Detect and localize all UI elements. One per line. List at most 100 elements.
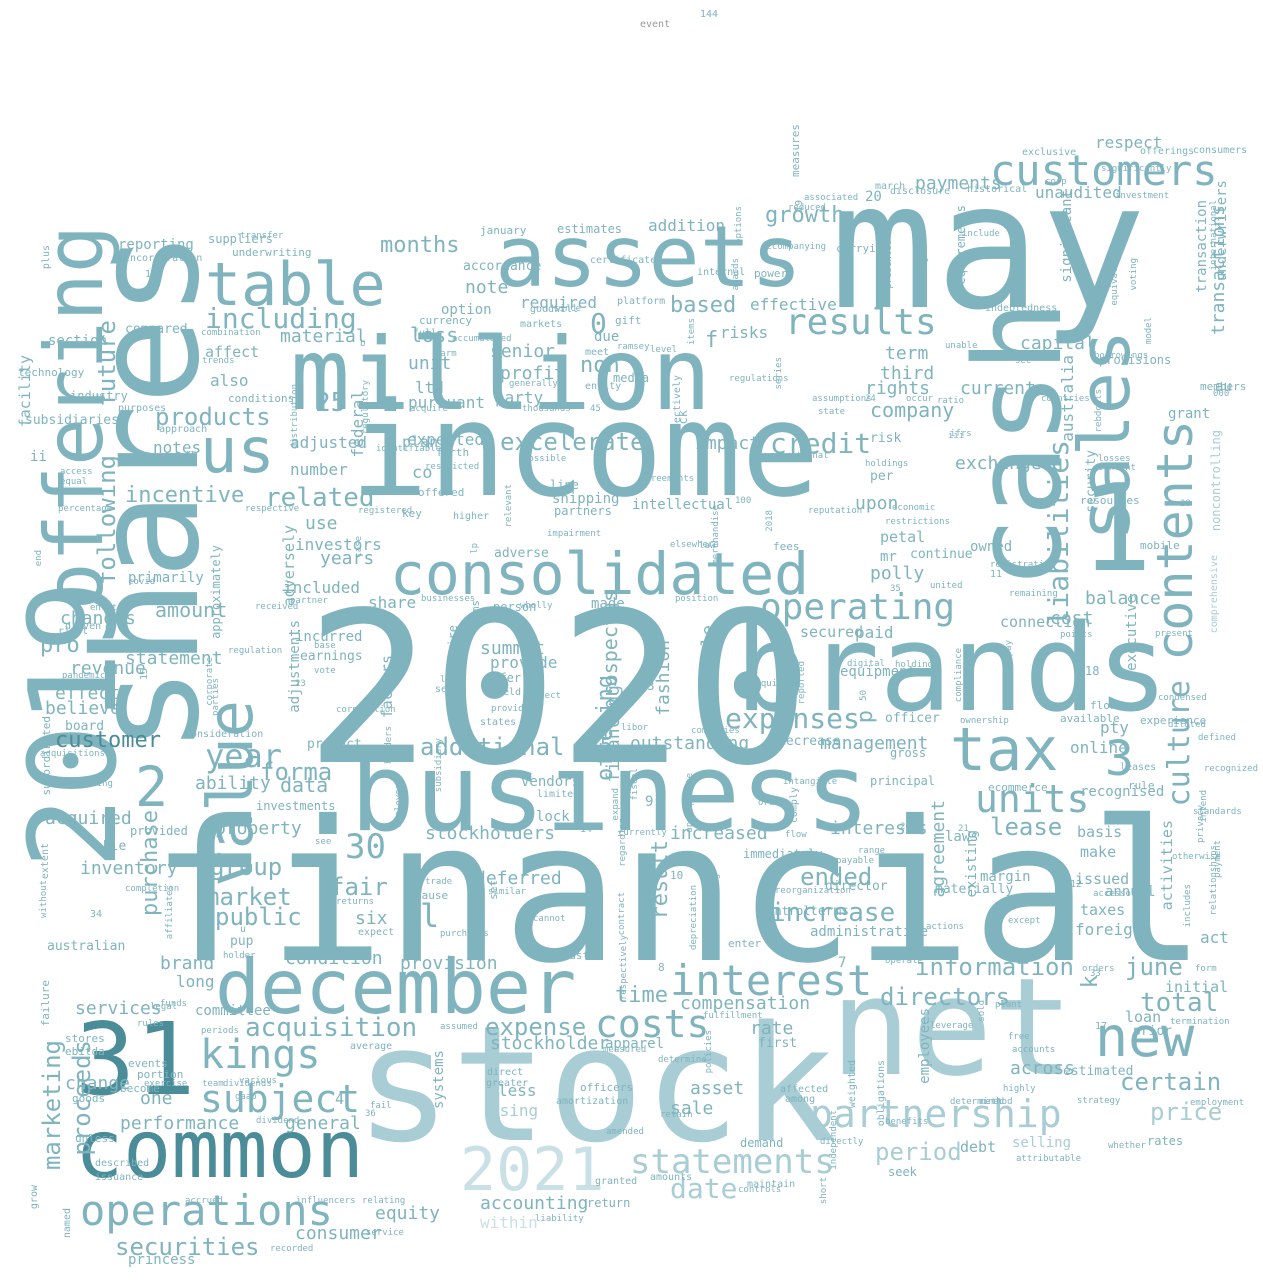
cloud-word: 12 xyxy=(1070,879,1083,890)
cloud-word: 34 xyxy=(90,909,103,920)
cloud-word: assets xyxy=(495,208,803,307)
cloud-word: consumer xyxy=(295,1223,382,1244)
cloud-word: directors xyxy=(880,983,1011,1011)
cloud-word: acquisitions xyxy=(40,749,106,759)
cloud-word: grow xyxy=(29,1185,40,1210)
cloud-word: term xyxy=(885,343,929,364)
cloud-word: condensed xyxy=(1158,693,1207,703)
cloud-word: rate xyxy=(750,1018,794,1039)
cloud-word: adversely xyxy=(280,525,298,607)
cloud-word: using xyxy=(490,1101,539,1120)
cloud-word: l xyxy=(420,897,440,935)
cloud-word: option xyxy=(441,302,492,318)
cloud-word: present xyxy=(1155,629,1193,639)
cloud-word: disclosure xyxy=(890,186,951,197)
cloud-word: expenses xyxy=(725,702,860,735)
cloud-word: event xyxy=(640,19,671,30)
cloud-word: changes xyxy=(60,608,136,629)
cloud-word: technology xyxy=(18,366,85,379)
cloud-word: capital xyxy=(1020,333,1096,354)
cloud-word: 28 xyxy=(1180,499,1191,509)
cloud-word: named xyxy=(62,1208,73,1239)
cloud-word: held xyxy=(497,687,522,698)
cloud-word: customers xyxy=(990,146,1218,195)
cloud-word: service xyxy=(366,1228,404,1238)
cloud-word: suppliers xyxy=(208,232,274,246)
cloud-word: sale xyxy=(670,1098,714,1119)
cloud-word: investment xyxy=(1115,191,1170,201)
cloud-word: 35 xyxy=(890,584,901,594)
cloud-word: measures xyxy=(789,124,802,177)
cloud-word: awards xyxy=(731,258,741,291)
cloud-word: long xyxy=(176,972,215,991)
cloud-word: accompanying xyxy=(761,242,827,252)
cloud-word: securities xyxy=(115,1233,260,1261)
cloud-word: products xyxy=(155,403,271,431)
cloud-word: model xyxy=(1144,317,1154,345)
cloud-word: significantly xyxy=(1101,164,1172,174)
cloud-word: following xyxy=(93,455,121,586)
cloud-word: series xyxy=(774,357,784,390)
cloud-word: earnings xyxy=(300,649,363,664)
cloud-word: employment xyxy=(1190,1098,1245,1108)
cloud-word: market xyxy=(205,883,292,911)
cloud-word: entities xyxy=(90,603,134,613)
cloud-word: issuance xyxy=(95,1172,144,1183)
cloud-word: 8 xyxy=(658,961,665,974)
cloud-word: operations xyxy=(80,1186,333,1235)
cloud-word: stock xyxy=(355,991,837,1178)
cloud-word: corp xyxy=(1045,177,1067,187)
cloud-word: date xyxy=(670,1172,738,1205)
cloud-word: selling xyxy=(1012,1135,1072,1151)
cloud-word: right xyxy=(58,626,89,637)
cloud-word: holder xyxy=(223,951,256,961)
cloud-word: owned xyxy=(970,539,1013,555)
cloud-word: additional xyxy=(420,733,565,761)
cloud-word: wholly xyxy=(520,601,553,611)
cloud-word: restricted xyxy=(425,462,480,472)
cloud-word: related xyxy=(265,483,375,513)
cloud-word: issued xyxy=(1075,870,1130,888)
cloud-word: common xyxy=(75,1103,364,1196)
cloud-word: entity xyxy=(585,381,622,392)
cloud-word: equity xyxy=(375,1203,441,1224)
cloud-word: assumed xyxy=(440,1022,478,1032)
cloud-word: combination xyxy=(201,328,261,338)
cloud-word: requires xyxy=(750,679,794,689)
cloud-word: thousands xyxy=(522,404,571,414)
cloud-word: 7 xyxy=(838,955,847,971)
cloud-word: percentage xyxy=(58,504,113,514)
cloud-word: 10 xyxy=(670,869,684,882)
cloud-word: reduced xyxy=(788,203,826,213)
cloud-word: income xyxy=(350,374,820,526)
cloud-word: operational xyxy=(769,451,829,461)
cloud-word: exchange xyxy=(955,453,1042,474)
cloud-word: polly xyxy=(870,563,925,584)
cloud-word: deferred xyxy=(475,868,562,889)
cloud-word: less xyxy=(498,1081,537,1100)
cloud-word: marketing xyxy=(38,1040,66,1171)
cloud-word: 36 xyxy=(365,1109,376,1119)
cloud-word: new xyxy=(1095,1005,1195,1069)
cloud-word: apparel xyxy=(605,1036,665,1052)
cloud-word: 17 xyxy=(1095,1021,1108,1032)
cloud-word: 2 xyxy=(135,755,169,819)
cloud-word: failure xyxy=(39,980,52,1027)
cloud-word: 11 xyxy=(990,569,1003,580)
cloud-word: margin xyxy=(980,869,1031,885)
cloud-word: attributable xyxy=(1016,1154,1082,1164)
cloud-word: lp xyxy=(470,543,480,554)
cloud-word: partners xyxy=(554,504,612,518)
cloud-word: stockholders xyxy=(425,823,556,844)
cloud-word: key xyxy=(402,507,422,520)
cloud-word: economic xyxy=(892,503,936,513)
cloud-word: distribution xyxy=(290,384,300,450)
cloud-word: since xyxy=(554,304,582,314)
cloud-word: information xyxy=(915,953,1074,981)
cloud-word: identifiable xyxy=(376,444,442,454)
cloud-word: partnership xyxy=(810,1092,1062,1136)
cloud-word: debt xyxy=(960,1138,997,1156)
cloud-word: vote xyxy=(314,666,336,676)
cloud-word: currently xyxy=(618,828,667,838)
cloud-word: impairment xyxy=(547,529,602,539)
